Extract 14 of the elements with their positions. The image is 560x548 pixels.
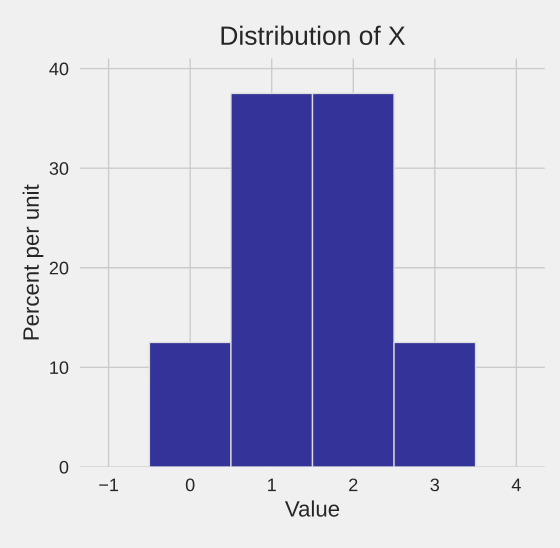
- x-tick-label: 2: [349, 478, 358, 492]
- x-tick-label: 0: [186, 478, 194, 492]
- y-tick-label: 20: [50, 262, 68, 274]
- y-tick-label: 30: [50, 162, 68, 175]
- x-tick-label: 4: [512, 478, 521, 492]
- y-axis-title: Percent per unit: [22, 184, 44, 340]
- x-tick-label: 1: [268, 478, 276, 492]
- y-tick-label: 40: [49, 62, 68, 76]
- y-tick-label: 10: [50, 361, 68, 374]
- y-tick-label: 0: [60, 460, 68, 474]
- x-axis-title: Value: [284, 500, 340, 517]
- x-tick-label: 3: [430, 478, 440, 492]
- x-tick-label: −1: [99, 478, 118, 492]
- chart-title: Distribution of X: [222, 26, 406, 46]
